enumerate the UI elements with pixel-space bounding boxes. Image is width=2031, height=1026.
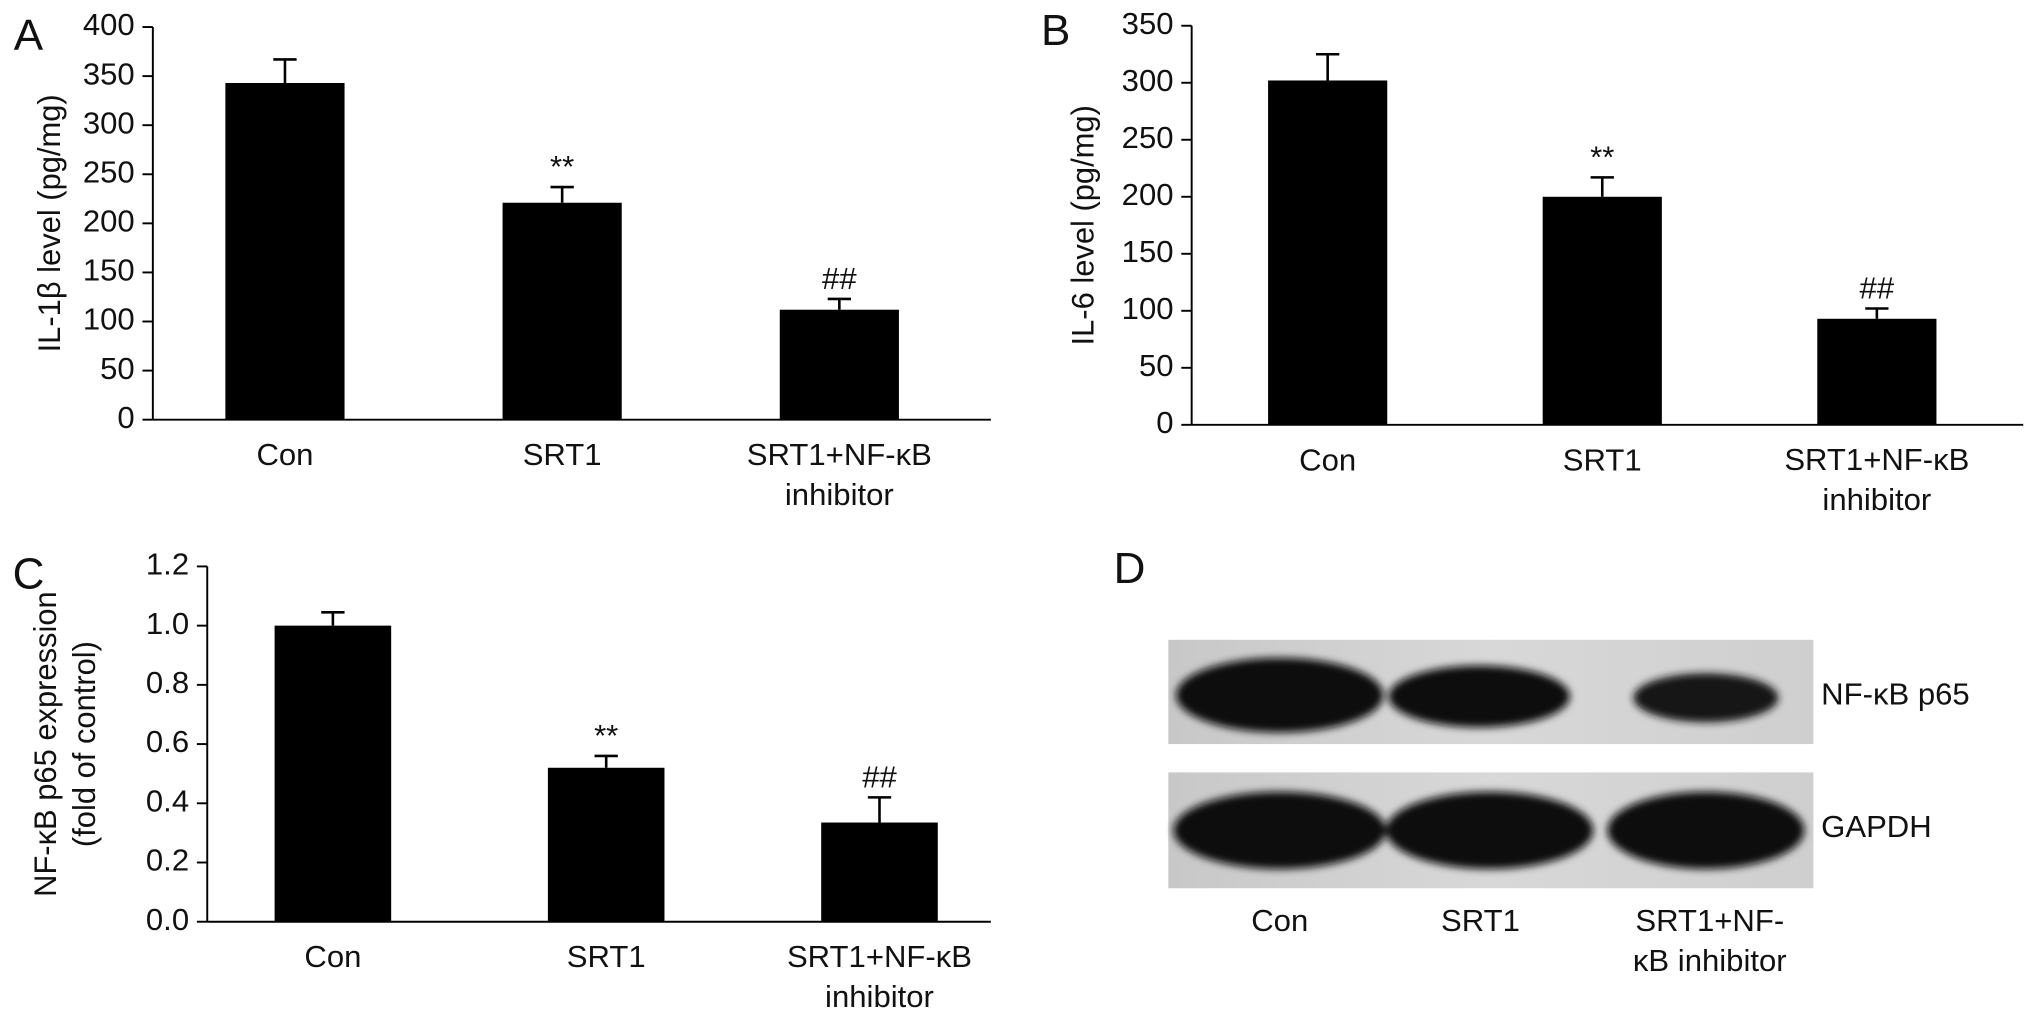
error-bar <box>550 185 574 203</box>
x-tick-label: SRT1 <box>1563 442 1642 477</box>
x-tick-label: SRT1+NF-κB inhibitor <box>1784 442 1969 517</box>
error-bar <box>827 297 851 310</box>
band <box>1176 657 1384 733</box>
y-tick-label: 150 <box>1122 234 1174 269</box>
x-tick-label: Con <box>1299 442 1356 477</box>
band <box>1385 791 1594 869</box>
band-label: NF-κB p65 <box>1821 677 1970 712</box>
significance: ## <box>1860 271 1895 306</box>
x-tick-label: SRT1 <box>567 939 646 974</box>
y-tick-label: 0.6 <box>146 724 189 759</box>
x-tick-label: SRT1+NF-κB inhibitor <box>747 437 932 512</box>
western-blot: D NF-κB p65 GAPDH Con SRT1 SRT1+NF- κB i… <box>1114 544 1970 978</box>
significance: ** <box>1590 140 1614 175</box>
y-tick-label: 350 <box>83 56 135 91</box>
y-tick-label: 0.0 <box>146 902 189 937</box>
bar <box>502 202 622 420</box>
lane-label: Con <box>1251 903 1308 938</box>
y-tick-label: 100 <box>1122 291 1174 326</box>
bar <box>821 822 938 922</box>
bar <box>274 625 392 922</box>
y-tick-label: 1.2 <box>146 547 189 582</box>
bar <box>1542 196 1662 425</box>
bar <box>1817 318 1937 425</box>
error-bar <box>1316 52 1340 81</box>
bar <box>225 82 345 420</box>
error-bar <box>321 611 345 626</box>
error-bar <box>594 754 618 768</box>
lane-label: SRT1 <box>1441 903 1520 938</box>
error-bar <box>1590 176 1614 197</box>
error-bar <box>1865 307 1889 319</box>
y-tick-label: 1.0 <box>146 606 189 641</box>
panel-label: D <box>1114 544 1146 593</box>
x-tick-label: SRT1+NF-κB inhibitor <box>787 939 972 1014</box>
y-axis-label: (fold of control) <box>67 641 102 847</box>
band <box>1173 791 1386 869</box>
y-tick-label: 300 <box>83 105 135 140</box>
x-tick-label: SRT1 <box>523 437 602 472</box>
y-tick-label: 50 <box>100 351 135 386</box>
y-axis-label: IL-6 level (pg/mg) <box>1066 105 1101 345</box>
significance: ** <box>594 718 618 753</box>
x-tick-label: Con <box>304 939 361 974</box>
y-axis-label: NF-κB p65 expression <box>28 591 63 897</box>
y-tick-label: 0 <box>1156 405 1173 440</box>
panel-label: A <box>14 11 44 60</box>
x-tick-label: Con <box>256 437 313 472</box>
band-label: GAPDH <box>1821 809 1932 844</box>
y-tick-label: 100 <box>83 302 135 337</box>
significance: ## <box>822 261 857 296</box>
significance: ## <box>862 760 897 795</box>
panel-label: C <box>13 549 45 598</box>
significance: ** <box>550 149 574 184</box>
y-tick-label: 250 <box>1122 120 1174 155</box>
y-tick-label: 0.2 <box>146 843 189 878</box>
band <box>1633 673 1779 723</box>
y-tick-label: 150 <box>83 253 135 288</box>
y-tick-label: 0 <box>117 400 134 435</box>
y-tick-label: 350 <box>1122 6 1174 41</box>
y-tick-label: 250 <box>83 155 135 190</box>
y-tick-label: 50 <box>1139 348 1174 383</box>
bar <box>779 309 899 420</box>
panel-label: B <box>1041 6 1070 55</box>
lane-label: SRT1+NF- <box>1635 903 1784 938</box>
band <box>1388 665 1570 728</box>
y-tick-label: 0.8 <box>146 665 189 700</box>
lane-label: κB inhibitor <box>1633 943 1787 978</box>
error-bar <box>867 796 892 823</box>
y-tick-label: 200 <box>1122 177 1174 212</box>
y-axis-label: IL-1β level (pg/mg) <box>32 94 67 352</box>
band <box>1607 791 1805 869</box>
y-tick-label: 400 <box>83 7 135 42</box>
y-tick-label: 200 <box>83 204 135 239</box>
y-tick-label: 300 <box>1122 63 1174 98</box>
y-tick-label: 0.4 <box>146 784 189 819</box>
bar <box>547 767 665 922</box>
error-bar <box>273 58 297 83</box>
bar <box>1268 80 1388 425</box>
